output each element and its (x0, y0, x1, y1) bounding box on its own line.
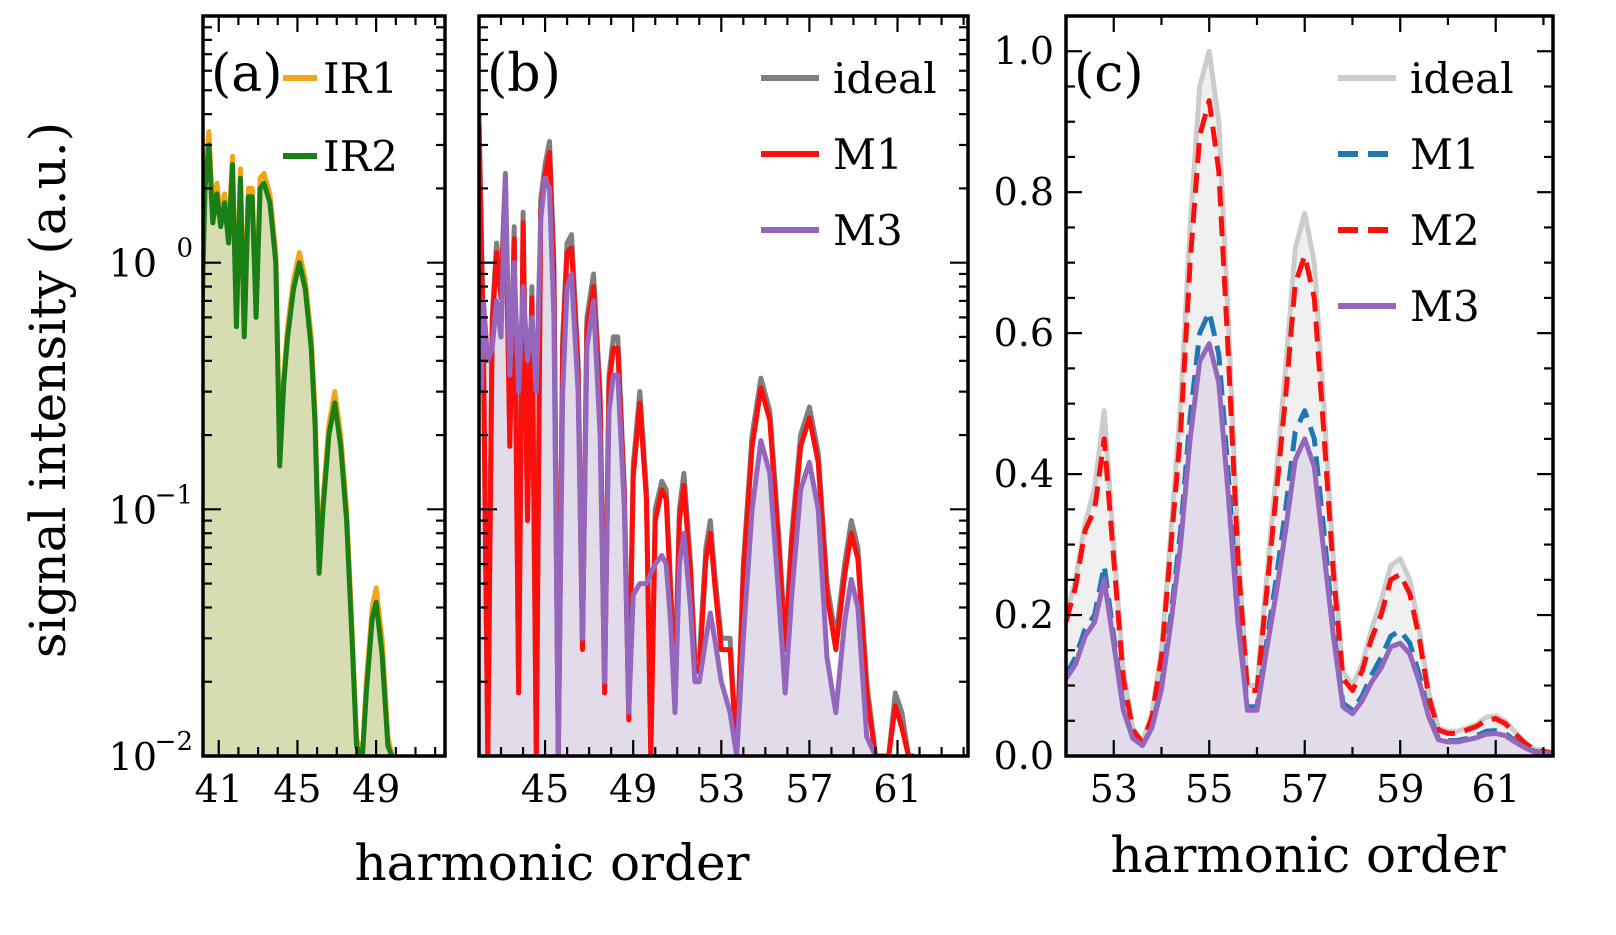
legend-label: M1 (833, 130, 903, 179)
x-tick-label: 45 (273, 767, 321, 811)
area-fill-m3 (479, 178, 876, 756)
x-tick-label: 53 (1090, 767, 1138, 811)
area-fill-m3 (1066, 343, 1553, 756)
panel-c: 53 55 57 59 61 0.0 0.2 0.4 0.6 0.8 1.0 harmonic ord… (994, 14, 1555, 884)
legend-label: M3 (833, 206, 903, 255)
x-axis-label: harmonic order (1110, 826, 1505, 884)
x-tick-label: 61 (1472, 767, 1520, 811)
plot-area (479, 111, 916, 756)
panel-tag: (a) (211, 44, 283, 104)
x-axis-label: harmonic order (354, 834, 749, 892)
x-tick-label: 49 (352, 767, 400, 811)
panel-b: 45 49 53 57 61 harmonic order (b) ideal M1 M3 (354, 14, 970, 892)
y-tick-label: 10 (109, 735, 157, 779)
plot-area (1066, 48, 1553, 756)
y-tick-label: 0.2 (994, 593, 1054, 637)
y-tick-label: 0.4 (994, 452, 1054, 496)
legend-label: IR1 (323, 54, 398, 103)
y-tick-exponent: −1 (155, 480, 193, 510)
legend-label: M1 (1410, 130, 1480, 179)
series-line-m3 (479, 175, 878, 756)
legend-label: M2 (1410, 206, 1480, 255)
axes-frame (477, 14, 970, 758)
legend-label: M3 (1410, 282, 1480, 331)
x-tick-label: 61 (873, 767, 921, 811)
y-tick-exponent: 0 (176, 234, 193, 264)
legend-label: ideal (833, 54, 937, 103)
x-tick-label: 53 (697, 767, 745, 811)
x-tick-label: 41 (195, 767, 243, 811)
y-tick-label: 0.8 (994, 170, 1054, 214)
x-tick-label: 45 (521, 767, 569, 811)
y-tick-label: 10 (109, 242, 157, 286)
plot-area (203, 129, 395, 756)
y-tick-label: 10 (109, 488, 157, 532)
x-tick-label: 57 (1281, 767, 1329, 811)
panel-tag: (c) (1074, 44, 1144, 104)
legend-label: ideal (1410, 54, 1514, 103)
y-tick-label: 1.0 (994, 29, 1054, 73)
x-tick-label: 59 (1376, 767, 1424, 811)
series-line-ir2 (203, 142, 395, 756)
series-line-m1 (479, 122, 916, 756)
legend-label: IR2 (323, 132, 398, 181)
y-tick-label: 0.6 (994, 311, 1054, 355)
series-line-m3 (1066, 341, 1553, 756)
x-tick-label: 55 (1185, 767, 1233, 811)
x-tick-label: 57 (785, 767, 833, 811)
x-tick-label: 49 (609, 767, 657, 811)
axes-frame (1064, 14, 1555, 758)
panel-tag: (b) (487, 44, 561, 104)
y-axis-label: signal intensity (a.u.) (19, 122, 77, 658)
y-tick-label: 0.0 (994, 734, 1054, 778)
y-tick-exponent: −2 (155, 727, 193, 757)
axes-frame (201, 14, 447, 758)
area-fill-ir2 (203, 145, 392, 756)
